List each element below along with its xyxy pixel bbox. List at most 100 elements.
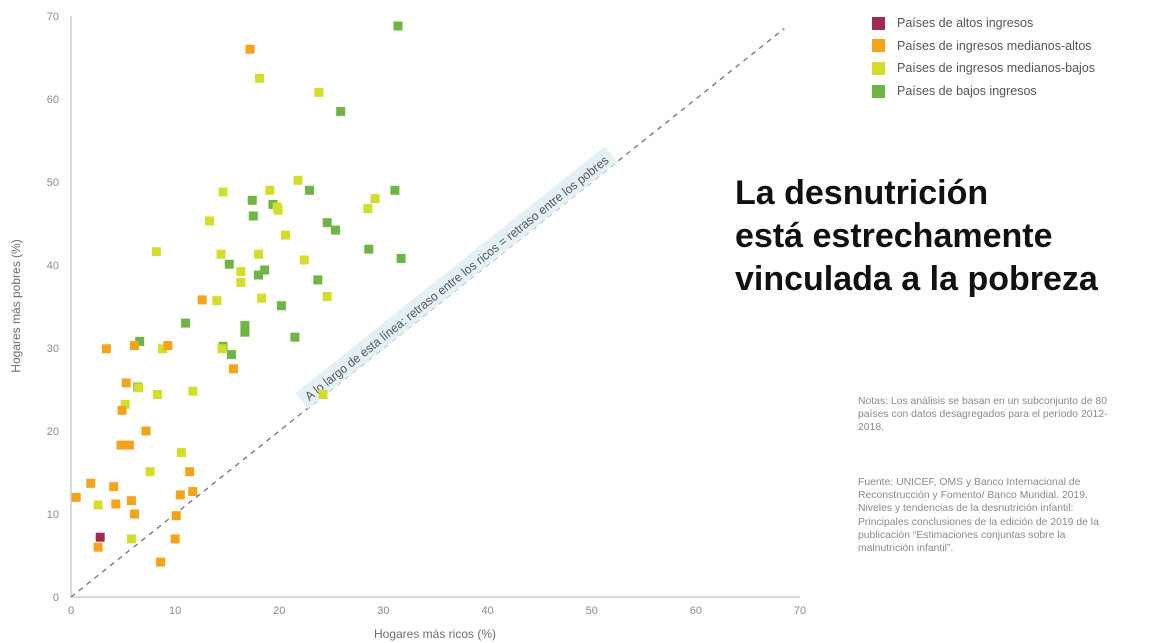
x-axis-title: Hogares más ricos (%) <box>374 627 496 641</box>
point-lower-middle-income-26 <box>299 255 309 265</box>
y-tick-label-10: 10 <box>47 509 59 521</box>
point-lower-middle-income-13 <box>218 187 228 197</box>
point-lower-middle-income-23 <box>273 205 283 215</box>
reference-line-label-bg <box>295 146 618 409</box>
point-lower-middle-income-18 <box>236 277 246 287</box>
reference-line-label-text: A lo largo de esta línea: retraso entre … <box>302 153 611 403</box>
point-low-income-14 <box>276 301 286 311</box>
x-tick-label-20: 20 <box>273 605 285 617</box>
point-upper-middle-income-13 <box>130 341 139 350</box>
legend-label-high-income: Países de altos ingresos <box>897 16 1034 31</box>
y-axis-title: Hogares más pobres (%) <box>9 239 23 372</box>
reference-diagonal-line <box>70 27 785 598</box>
point-low-income-15 <box>290 332 300 342</box>
notes-text: Notas: Los análisis se basan en un subco… <box>858 396 1108 434</box>
point-lower-middle-income-3 <box>93 500 103 510</box>
y-tick-label-50: 50 <box>47 177 59 189</box>
point-upper-middle-income-10 <box>124 440 134 450</box>
x-tick-label-60: 60 <box>690 605 702 617</box>
y-tick-label-30: 30 <box>47 343 59 355</box>
point-upper-middle-income-4 <box>101 344 111 354</box>
point-low-income-5 <box>224 259 234 269</box>
legend-label-low-income: Países de bajos ingresos <box>897 84 1037 99</box>
point-upper-middle-income-18 <box>171 511 181 521</box>
point-upper-middle-income-5 <box>109 482 119 492</box>
headline: La desnutrición está estrechamente vincu… <box>735 172 1150 301</box>
point-lower-middle-income-27 <box>318 390 328 399</box>
legend-swatch-upper-middle-income <box>872 39 885 53</box>
point-lower-middle-income-30 <box>370 194 380 204</box>
point-upper-middle-income-23 <box>229 364 238 374</box>
x-tick-label-0: 0 <box>68 605 74 617</box>
legend-label-lower-middle-income: Países de ingresos medianos-bajos <box>897 61 1096 76</box>
point-low-income-21 <box>364 244 374 254</box>
point-upper-middle-income-19 <box>175 490 185 500</box>
point-upper-middle-income-8 <box>117 405 127 415</box>
point-low-income-23 <box>396 253 406 263</box>
y-tick-label-70: 70 <box>47 11 59 23</box>
point-lower-middle-income-19 <box>254 249 263 259</box>
x-tick-label-30: 30 <box>377 605 389 617</box>
point-lower-middle-income-1 <box>314 87 324 97</box>
x-tick-label-40: 40 <box>481 605 493 617</box>
point-upper-middle-income-16 <box>163 341 173 350</box>
source-text: Fuente: UNICEF, OMS y Banco Internaciona… <box>858 477 1099 555</box>
x-tick-label-70: 70 <box>794 605 806 617</box>
legend-item-low-income: Países de bajos ingresos <box>872 80 1095 103</box>
legend-item-lower-middle-income: Países de ingresos medianos-bajos <box>872 57 1095 80</box>
point-lower-middle-income-17 <box>236 267 246 277</box>
point-upper-middle-income-17 <box>170 534 180 544</box>
point-low-income-8 <box>240 327 250 337</box>
point-low-income-11 <box>254 270 263 280</box>
axes <box>70 16 800 598</box>
reference-line-label: A lo largo de esta línea: retraso entre … <box>295 146 618 409</box>
point-upper-middle-income-6 <box>111 499 121 509</box>
point-lower-middle-income-2 <box>120 399 130 409</box>
point-lower-middle-income-29 <box>363 204 373 214</box>
point-upper-middle-income-20 <box>185 467 195 477</box>
point-lower-middle-income-4 <box>126 534 136 544</box>
legend-label-upper-middle-income: Países de ingresos medianos-altos <box>897 38 1092 53</box>
point-upper-middle-income-0 <box>245 44 255 54</box>
point-upper-middle-income-12 <box>130 509 139 519</box>
point-low-income-3 <box>181 318 191 328</box>
point-low-income-9 <box>247 195 257 205</box>
point-lower-middle-income-7 <box>145 467 155 477</box>
legend-item-upper-middle-income: Países de ingresos medianos-altos <box>872 35 1095 58</box>
x-tick-label-50: 50 <box>586 605 598 617</box>
point-upper-middle-income-7 <box>116 440 126 450</box>
y-tick-label-0: 0 <box>53 592 59 604</box>
point-lower-middle-income-20 <box>257 293 267 303</box>
point-upper-middle-income-3 <box>93 542 103 552</box>
point-low-income-12 <box>260 265 270 275</box>
point-lower-middle-income-28 <box>322 292 332 301</box>
point-upper-middle-income-22 <box>197 295 207 305</box>
point-lower-middle-income-25 <box>293 175 303 185</box>
point-low-income-19 <box>331 225 340 235</box>
legend-item-high-income: Países de altos ingresos <box>872 12 1095 35</box>
headline-line-1: La desnutrición <box>735 174 989 212</box>
headline-line-2: está estrechamente <box>735 217 1053 255</box>
point-low-income-7 <box>240 321 250 331</box>
point-lower-middle-income-16 <box>217 344 227 354</box>
point-upper-middle-income-1 <box>71 492 81 502</box>
y-tick-label-40: 40 <box>47 260 59 272</box>
legend-swatch-low-income <box>872 84 885 98</box>
point-low-income-6 <box>226 350 236 360</box>
point-upper-middle-income-14 <box>141 426 151 436</box>
point-low-income-22 <box>390 185 400 195</box>
legend-swatch-lower-middle-income <box>872 61 885 75</box>
point-low-income-18 <box>322 218 332 228</box>
point-lower-middle-income-14 <box>212 296 222 306</box>
y-tick-label-20: 20 <box>47 426 59 438</box>
legend-swatch-high-income <box>872 16 885 30</box>
point-low-income-17 <box>313 275 323 285</box>
point-low-income-10 <box>248 211 258 221</box>
point-lower-middle-income-11 <box>188 386 198 396</box>
point-high-income-0 <box>95 532 105 542</box>
point-lower-middle-income-15 <box>216 249 226 259</box>
point-lower-middle-income-21 <box>265 185 275 195</box>
point-upper-middle-income-9 <box>121 378 131 388</box>
point-low-income-20 <box>336 106 346 116</box>
